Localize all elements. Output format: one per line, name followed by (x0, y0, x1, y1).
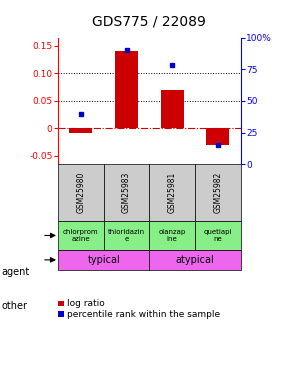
Text: GSM25983: GSM25983 (122, 172, 131, 213)
Text: other: other (1, 301, 28, 310)
Bar (149, 221, 195, 250)
Text: percentile rank within the sample: percentile rank within the sample (67, 310, 220, 319)
Bar (104, 221, 149, 250)
Bar (58, 164, 104, 221)
Bar (104, 164, 149, 221)
Bar (149, 164, 195, 221)
Text: olanzap
ine: olanzap ine (159, 229, 186, 242)
Bar (206, 128, 229, 145)
Text: GSM25982: GSM25982 (213, 172, 222, 213)
Bar (69, 128, 92, 133)
Text: chlorprom
azine: chlorprom azine (63, 229, 99, 242)
Bar (58, 250, 149, 270)
Text: thioridazin
e: thioridazin e (108, 229, 145, 242)
Bar (195, 164, 241, 221)
Text: GDS775 / 22089: GDS775 / 22089 (93, 14, 206, 28)
Bar (149, 250, 241, 270)
Bar (161, 90, 184, 128)
Text: log ratio: log ratio (67, 299, 105, 308)
Text: quetiapi
ne: quetiapi ne (204, 229, 232, 242)
Bar (195, 221, 241, 250)
Text: GSM25981: GSM25981 (168, 172, 177, 213)
Bar (115, 51, 138, 128)
Text: GSM25980: GSM25980 (76, 172, 85, 213)
Text: atypical: atypical (176, 255, 214, 265)
Bar (58, 221, 104, 250)
Text: agent: agent (1, 267, 30, 277)
Text: typical: typical (87, 255, 120, 265)
